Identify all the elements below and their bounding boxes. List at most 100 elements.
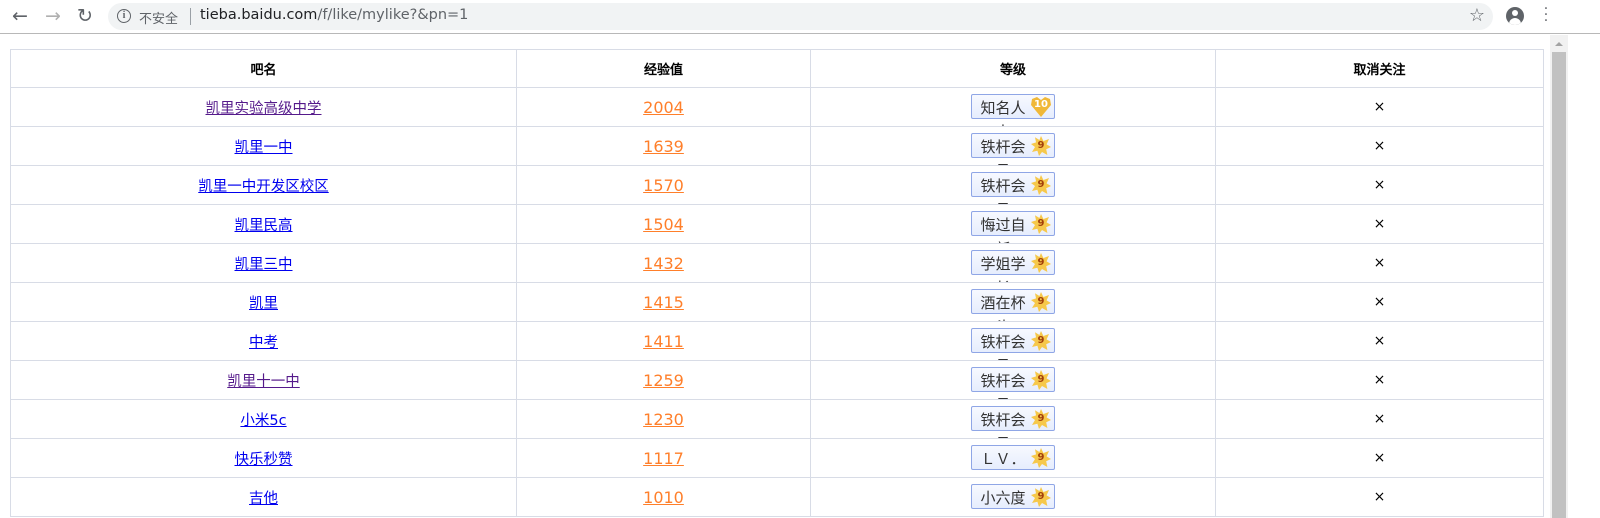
forum-name-cell: 小米5c xyxy=(10,399,517,439)
table-row: 快乐秒赞 1117 ＬＶ．９9 × xyxy=(10,438,1544,478)
unfollow-close-icon[interactable]: × xyxy=(1373,99,1386,115)
experience-link[interactable]: 1570 xyxy=(643,175,684,195)
level-title: 铁杆会员 xyxy=(980,333,1026,360)
header-experience: 经验值 xyxy=(516,49,811,88)
reload-icon[interactable]: ↻ xyxy=(77,5,93,27)
level-cell: 铁杆会员9 xyxy=(810,360,1216,400)
unfollow-cell: × xyxy=(1215,243,1544,283)
forum-name-link[interactable]: 凯里一中开发区校区 xyxy=(198,178,329,195)
more-menu-icon[interactable]: · · · xyxy=(1543,1,1549,29)
level-badge: 铁杆会员9 xyxy=(971,166,1055,204)
forum-name-link[interactable]: 凯里一中 xyxy=(234,139,293,156)
forum-name-link[interactable]: 吉他 xyxy=(249,490,278,507)
level-badge: ＬＶ．９9 xyxy=(971,439,1055,477)
experience-link[interactable]: 1010 xyxy=(643,487,684,507)
unfollow-close-icon[interactable]: × xyxy=(1373,333,1386,349)
unfollow-cell: × xyxy=(1215,165,1544,205)
experience-link[interactable]: 1230 xyxy=(643,409,684,429)
bookmark-star-icon[interactable]: ☆ xyxy=(1468,5,1485,26)
table-row: 凯里三中 1432 学姐学长9 × xyxy=(10,243,1544,283)
header-unfollow: 取消关注 xyxy=(1215,49,1544,88)
table-row: 凯里一中 1639 铁杆会员9 × xyxy=(10,126,1544,166)
level-title: 知名人士 xyxy=(980,99,1026,126)
forum-name-cell: 凯里一中 xyxy=(10,126,517,166)
unfollow-close-icon[interactable]: × xyxy=(1373,489,1386,505)
forum-name-link[interactable]: 凯里民高 xyxy=(234,217,293,234)
forum-name-link[interactable]: 中考 xyxy=(249,334,278,351)
vertical-scrollbar[interactable] xyxy=(1550,35,1568,518)
forum-name-cell: 中考 xyxy=(10,321,517,361)
liked-forums-table: 吧名 经验值 等级 取消关注 凯里实验高级中学 2004 知名人士10 × 凯里一中 16… xyxy=(10,49,1544,517)
unfollow-cell: × xyxy=(1215,438,1544,478)
forum-name-link[interactable]: 小米5c xyxy=(240,412,287,429)
level-badge: 铁杆会员9 xyxy=(971,322,1055,360)
experience-cell: 1010 xyxy=(516,477,811,517)
level-title: 酒在杯头 xyxy=(980,294,1026,321)
forum-name-cell: 凯里三中 xyxy=(10,243,517,283)
experience-cell: 1117 xyxy=(516,438,811,478)
experience-cell: 1504 xyxy=(516,204,811,244)
experience-cell: 1411 xyxy=(516,321,811,361)
forum-name-cell: 快乐秒赞 xyxy=(10,438,517,478)
header-forum-name: 吧名 xyxy=(10,49,517,88)
experience-link[interactable]: 1259 xyxy=(643,370,684,390)
experience-link[interactable]: 1411 xyxy=(643,331,684,351)
unfollow-close-icon[interactable]: × xyxy=(1373,138,1386,154)
experience-cell: 1230 xyxy=(516,399,811,439)
level-cell: 小六度 9 xyxy=(810,477,1216,517)
forum-name-link[interactable]: 凯里十一中 xyxy=(227,373,300,390)
level-cell: 知名人士10 xyxy=(810,87,1216,127)
level-title: 铁杆会员 xyxy=(980,138,1026,165)
forum-name-link[interactable]: 凯里 xyxy=(249,295,278,312)
unfollow-close-icon[interactable]: × xyxy=(1373,177,1386,193)
scrollbar-thumb[interactable] xyxy=(1552,52,1566,518)
experience-link[interactable]: 1504 xyxy=(643,214,684,234)
experience-link[interactable]: 1432 xyxy=(643,253,684,273)
unfollow-close-icon[interactable]: × xyxy=(1373,294,1386,310)
unfollow-close-icon[interactable]: × xyxy=(1373,255,1386,271)
forum-name-link[interactable]: 凯里三中 xyxy=(234,256,293,273)
level-star-icon: 9 xyxy=(1031,331,1051,351)
table-row: 凯里十一中 1259 铁杆会员9 × xyxy=(10,360,1544,400)
url-text[interactable]: tieba.baidu.com/f/like/mylike?&pn=1 xyxy=(200,7,468,23)
forum-name-cell: 凯里实验高级中学 xyxy=(10,87,517,127)
level-heart-icon: 10 xyxy=(1031,97,1051,117)
info-icon[interactable]: i xyxy=(117,9,131,23)
forum-name-cell: 凯里民高 xyxy=(10,204,517,244)
experience-link[interactable]: 1639 xyxy=(643,136,684,156)
unfollow-close-icon[interactable]: × xyxy=(1373,450,1386,466)
browser-toolbar: ← → ↻ i 不安全 tieba.baidu.com/f/like/mylik… xyxy=(0,0,1600,34)
url-path: /f/like/mylike?&pn=1 xyxy=(317,7,469,23)
level-star-icon: 9 xyxy=(1031,487,1051,507)
scroll-up-arrow-icon[interactable] xyxy=(1555,42,1563,46)
level-cell: 铁杆会员9 xyxy=(810,321,1216,361)
level-cell: 铁杆会员9 xyxy=(810,165,1216,205)
table-row: 凯里民高 1504 悔过自新9 × xyxy=(10,204,1544,244)
level-star-icon: 9 xyxy=(1031,214,1051,234)
security-label[interactable]: 不安全 xyxy=(139,12,179,27)
unfollow-close-icon[interactable]: × xyxy=(1373,372,1386,388)
level-badge-box: 铁杆会员9 xyxy=(971,367,1055,399)
experience-link[interactable]: 1415 xyxy=(643,292,684,312)
unfollow-cell: × xyxy=(1215,126,1544,166)
level-badge: 铁杆会员9 xyxy=(971,400,1055,438)
experience-link[interactable]: 2004 xyxy=(643,97,684,117)
forward-arrow-icon[interactable]: → xyxy=(45,5,61,27)
forum-name-link[interactable]: 快乐秒赞 xyxy=(234,451,293,468)
back-arrow-icon[interactable]: ← xyxy=(12,5,28,27)
table-row: 中考 1411 铁杆会员9 × xyxy=(10,321,1544,361)
level-cell: 悔过自新9 xyxy=(810,204,1216,244)
forum-name-cell: 凯里 xyxy=(10,282,517,322)
account-icon[interactable] xyxy=(1506,7,1524,25)
level-badge-box: 知名人士10 xyxy=(971,94,1055,126)
level-badge-box: 学姐学长9 xyxy=(971,250,1055,282)
table-row: 凯里 1415 酒在杯头9 × xyxy=(10,282,1544,322)
address-bar[interactable]: i 不安全 tieba.baidu.com/f/like/mylike?&pn=… xyxy=(108,3,1493,30)
level-title: 小六度 xyxy=(980,489,1026,507)
level-badge-box: 悔过自新9 xyxy=(971,211,1055,243)
unfollow-close-icon[interactable]: × xyxy=(1373,216,1386,232)
forum-name-link[interactable]: 凯里实验高级中学 xyxy=(205,100,322,117)
table-row: 凯里一中开发区校区 1570 铁杆会员9 × xyxy=(10,165,1544,205)
unfollow-close-icon[interactable]: × xyxy=(1373,411,1386,427)
experience-link[interactable]: 1117 xyxy=(643,448,684,468)
